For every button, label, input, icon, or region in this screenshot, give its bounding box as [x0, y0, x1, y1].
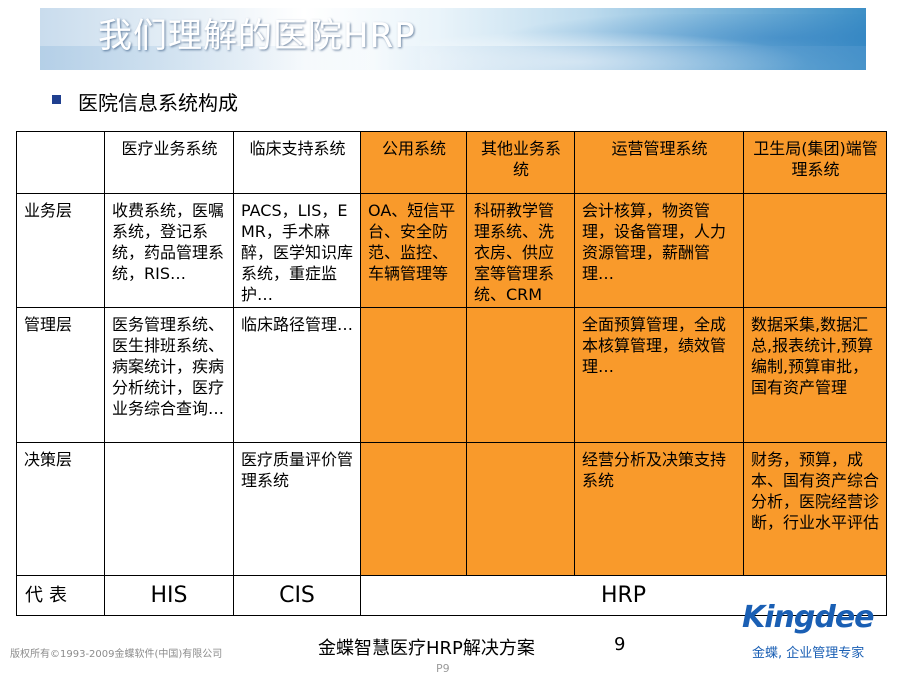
table-cell: 临床路径管理…: [233, 307, 361, 443]
table-cell: OA、短信平台、安全防范、监控、车辆管理等: [360, 193, 467, 308]
table-row-management: 管理层 医务管理系统、医生排班系统、病案统计，疾病分析统计，医疗业务综合查询… …: [16, 307, 887, 443]
table-cell: [104, 442, 234, 576]
slide-subtitle: 医院信息系统构成: [78, 91, 238, 115]
table-row-representative: 代表 HIS CIS HRP: [16, 575, 887, 616]
page-number: 9: [614, 634, 626, 655]
header-cell-empty: [16, 131, 105, 194]
row-label-management: 管理层: [16, 307, 105, 443]
footer-title: 金蝶智慧医疗HRP解决方案: [318, 638, 535, 659]
copyright-text: 版权所有©1993-2009金蝶软件(中国)有限公司: [10, 649, 223, 660]
table-cell: 医务管理系统、医生排班系统、病案统计，疾病分析统计，医疗业务综合查询…: [104, 307, 234, 443]
table-cell: 财务，预算，成本、国有资产综合分析，医院经营诊断，行业水平评估: [743, 442, 887, 576]
header-other-business: 其他业务系统: [466, 131, 575, 194]
table-row-business: 业务层 收费系统，医嘱系统，登记系统，药品管理系统，RIS… PACS，LIS，…: [16, 193, 887, 308]
table-cell: [466, 442, 575, 576]
table-cell: 会计核算，物资管理，设备管理，人力资源管理，薪酬管理…: [574, 193, 744, 308]
header-health-bureau: 卫生局(集团)端管理系统: [743, 131, 887, 194]
table-cell: 收费系统，医嘱系统，登记系统，药品管理系统，RIS…: [104, 193, 234, 308]
row-label-representative: 代表: [16, 575, 105, 616]
row-label-business: 业务层: [16, 193, 105, 308]
table-cell: PACS，LIS，EMR，手术麻醉，医学知识库系统，重症监护…: [233, 193, 361, 308]
representative-his: HIS: [104, 575, 234, 616]
table-cell: [360, 307, 467, 443]
table-cell: 经营分析及决策支持系统: [574, 442, 744, 576]
table-cell: [466, 307, 575, 443]
representative-cis: CIS: [233, 575, 361, 616]
brand-tagline: 金蝶, 企业管理专家: [752, 646, 865, 661]
table-header-row: 医疗业务系统 临床支持系统 公用系统 其他业务系统 运营管理系统 卫生局(集团)…: [16, 131, 887, 194]
banner-wave-decoration-lower: [40, 46, 866, 70]
header-clinical-support: 临床支持系统: [233, 131, 361, 194]
table-cell: 数据采集,数据汇总,报表统计,预算编制,预算审批，国有资产管理: [743, 307, 887, 443]
table-cell: 医疗质量评价管理系统: [233, 442, 361, 576]
row-label-decision: 决策层: [16, 442, 105, 576]
table-cell: 科研教学管理系统、洗衣房、供应室等管理系统、CRM: [466, 193, 575, 308]
hospital-system-table: 医疗业务系统 临床支持系统 公用系统 其他业务系统 运营管理系统 卫生局(集团)…: [16, 131, 887, 616]
table-cell: [743, 193, 887, 308]
square-bullet-icon: [52, 95, 61, 104]
table-cell: 全面预算管理，全成本核算管理，绩效管理…: [574, 307, 744, 443]
table-row-decision: 决策层 医疗质量评价管理系统 经营分析及决策支持系统 财务，预算，成本、国有资产…: [16, 442, 887, 576]
table-cell: [360, 442, 467, 576]
representative-hrp: HRP: [360, 575, 887, 616]
slide-title: 我们理解的医院HRP: [98, 16, 416, 56]
header-medical-business: 医疗业务系统: [104, 131, 234, 194]
header-operation-management: 运营管理系统: [574, 131, 744, 194]
title-banner: [40, 8, 866, 70]
page-label: P9: [436, 662, 450, 675]
header-public-system: 公用系统: [360, 131, 467, 194]
kingdee-logo: Kingdee: [742, 600, 875, 635]
